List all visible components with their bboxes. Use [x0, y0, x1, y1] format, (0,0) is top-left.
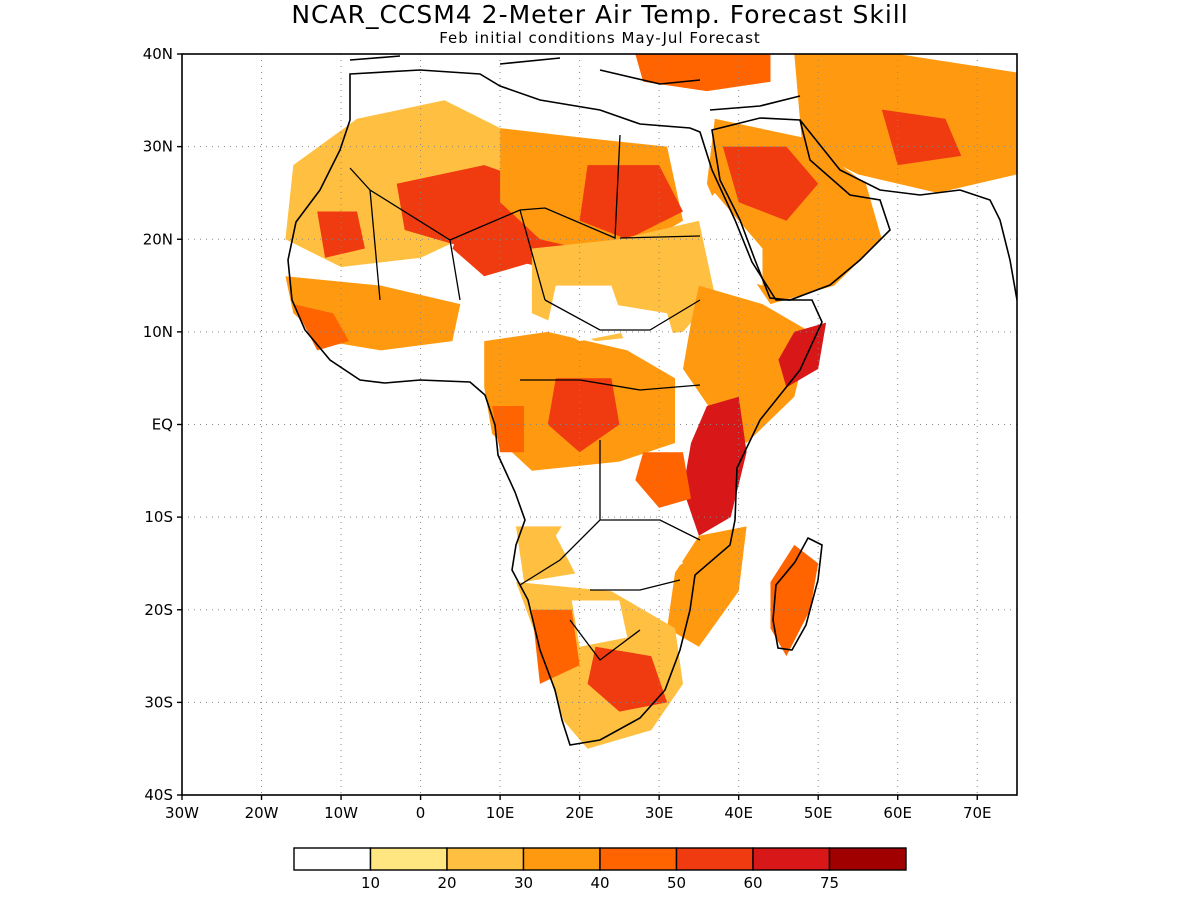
colorbar-label: 75	[820, 874, 839, 892]
skill-gap-chad-gap	[547, 285, 628, 342]
lon-label: 30W	[165, 804, 199, 822]
colorbar-swatch	[828, 847, 907, 871]
skill-region-westafrica-coast	[293, 304, 349, 351]
lat-label: 30S	[144, 693, 173, 711]
colorbar-label: 60	[743, 874, 762, 892]
lon-label: 60E	[883, 804, 912, 822]
lon-label: 30E	[645, 804, 674, 822]
colorbar-label: 50	[667, 874, 686, 892]
lat-label: 10N	[143, 323, 173, 341]
skill-region-namibia-hot	[531, 609, 580, 684]
coastlines	[287, 55, 1017, 746]
low-skill-areas	[547, 192, 763, 647]
skill-shading	[285, 54, 1017, 749]
skill-region-iran-hot	[881, 109, 962, 166]
skill-region-southafrica-hot	[587, 646, 668, 712]
lon-label: 20E	[565, 804, 594, 822]
iran-coastline	[799, 119, 961, 196]
skill-gap-kalahari-gap	[571, 600, 628, 647]
lon-label: 10W	[324, 804, 358, 822]
skill-region-congo-hot	[547, 378, 620, 453]
madagascar-coastline	[772, 536, 823, 651]
lon-label: 0	[416, 804, 426, 822]
colorbar-label: 40	[590, 874, 609, 892]
colorbar-swatch	[752, 847, 831, 871]
colorbar-label: 20	[437, 874, 456, 892]
skill-region-mozambique	[667, 526, 747, 647]
lat-label: 20S	[144, 601, 173, 619]
colorbar-swatch	[675, 847, 754, 871]
lon-label: 50E	[804, 804, 833, 822]
colorbar-swatch	[599, 847, 678, 871]
india-coastline	[959, 189, 1017, 301]
skill-region-gabon-hot	[492, 406, 524, 453]
skill-region-ethiopia-kenya	[683, 285, 811, 443]
map-title: NCAR_CCSM4 2-Meter Air Temp. Forecast Sk…	[291, 0, 909, 29]
colorbar-label: 30	[514, 874, 533, 892]
skill-region-egypt-hot	[579, 165, 683, 240]
skill-region-eastafrica-hot	[683, 396, 747, 536]
lat-label: 30N	[143, 138, 173, 156]
europe-coastline	[349, 55, 801, 111]
map-subtitle: Feb initial conditions May-Jul Forecast	[439, 29, 761, 47]
skill-region-arabia-hot	[722, 146, 819, 221]
skill-gap-sea-gap	[698, 192, 763, 286]
arabia-coastline	[711, 117, 891, 301]
lat-label: 10S	[144, 508, 173, 526]
africa-coastline	[287, 69, 823, 746]
lat-label: 20N	[143, 230, 173, 248]
lon-label: 70E	[963, 804, 992, 822]
country-borders	[349, 134, 701, 661]
lat-label: 40S	[144, 786, 173, 804]
colorbar-swatch	[369, 847, 448, 871]
skill-region-madagascar	[770, 544, 819, 657]
lon-label: 40E	[724, 804, 753, 822]
colorbar: 10 20 30 40 50 60 75	[293, 847, 907, 892]
lon-label: 20W	[245, 804, 279, 822]
lat-label: EQ	[152, 416, 173, 434]
skill-region-turkey	[635, 54, 771, 92]
colorbar-swatch	[293, 847, 372, 871]
lat-label: 40N	[143, 45, 173, 63]
colorbar-label: 10	[361, 874, 380, 892]
skill-gap-zambia-gap	[555, 498, 683, 592]
skill-gap-sudan-gap	[611, 304, 675, 351]
skill-region-lake-region	[635, 452, 691, 508]
colorbar-swatch	[522, 847, 601, 871]
lon-label: 10E	[486, 804, 515, 822]
colorbar-swatch	[446, 847, 525, 871]
